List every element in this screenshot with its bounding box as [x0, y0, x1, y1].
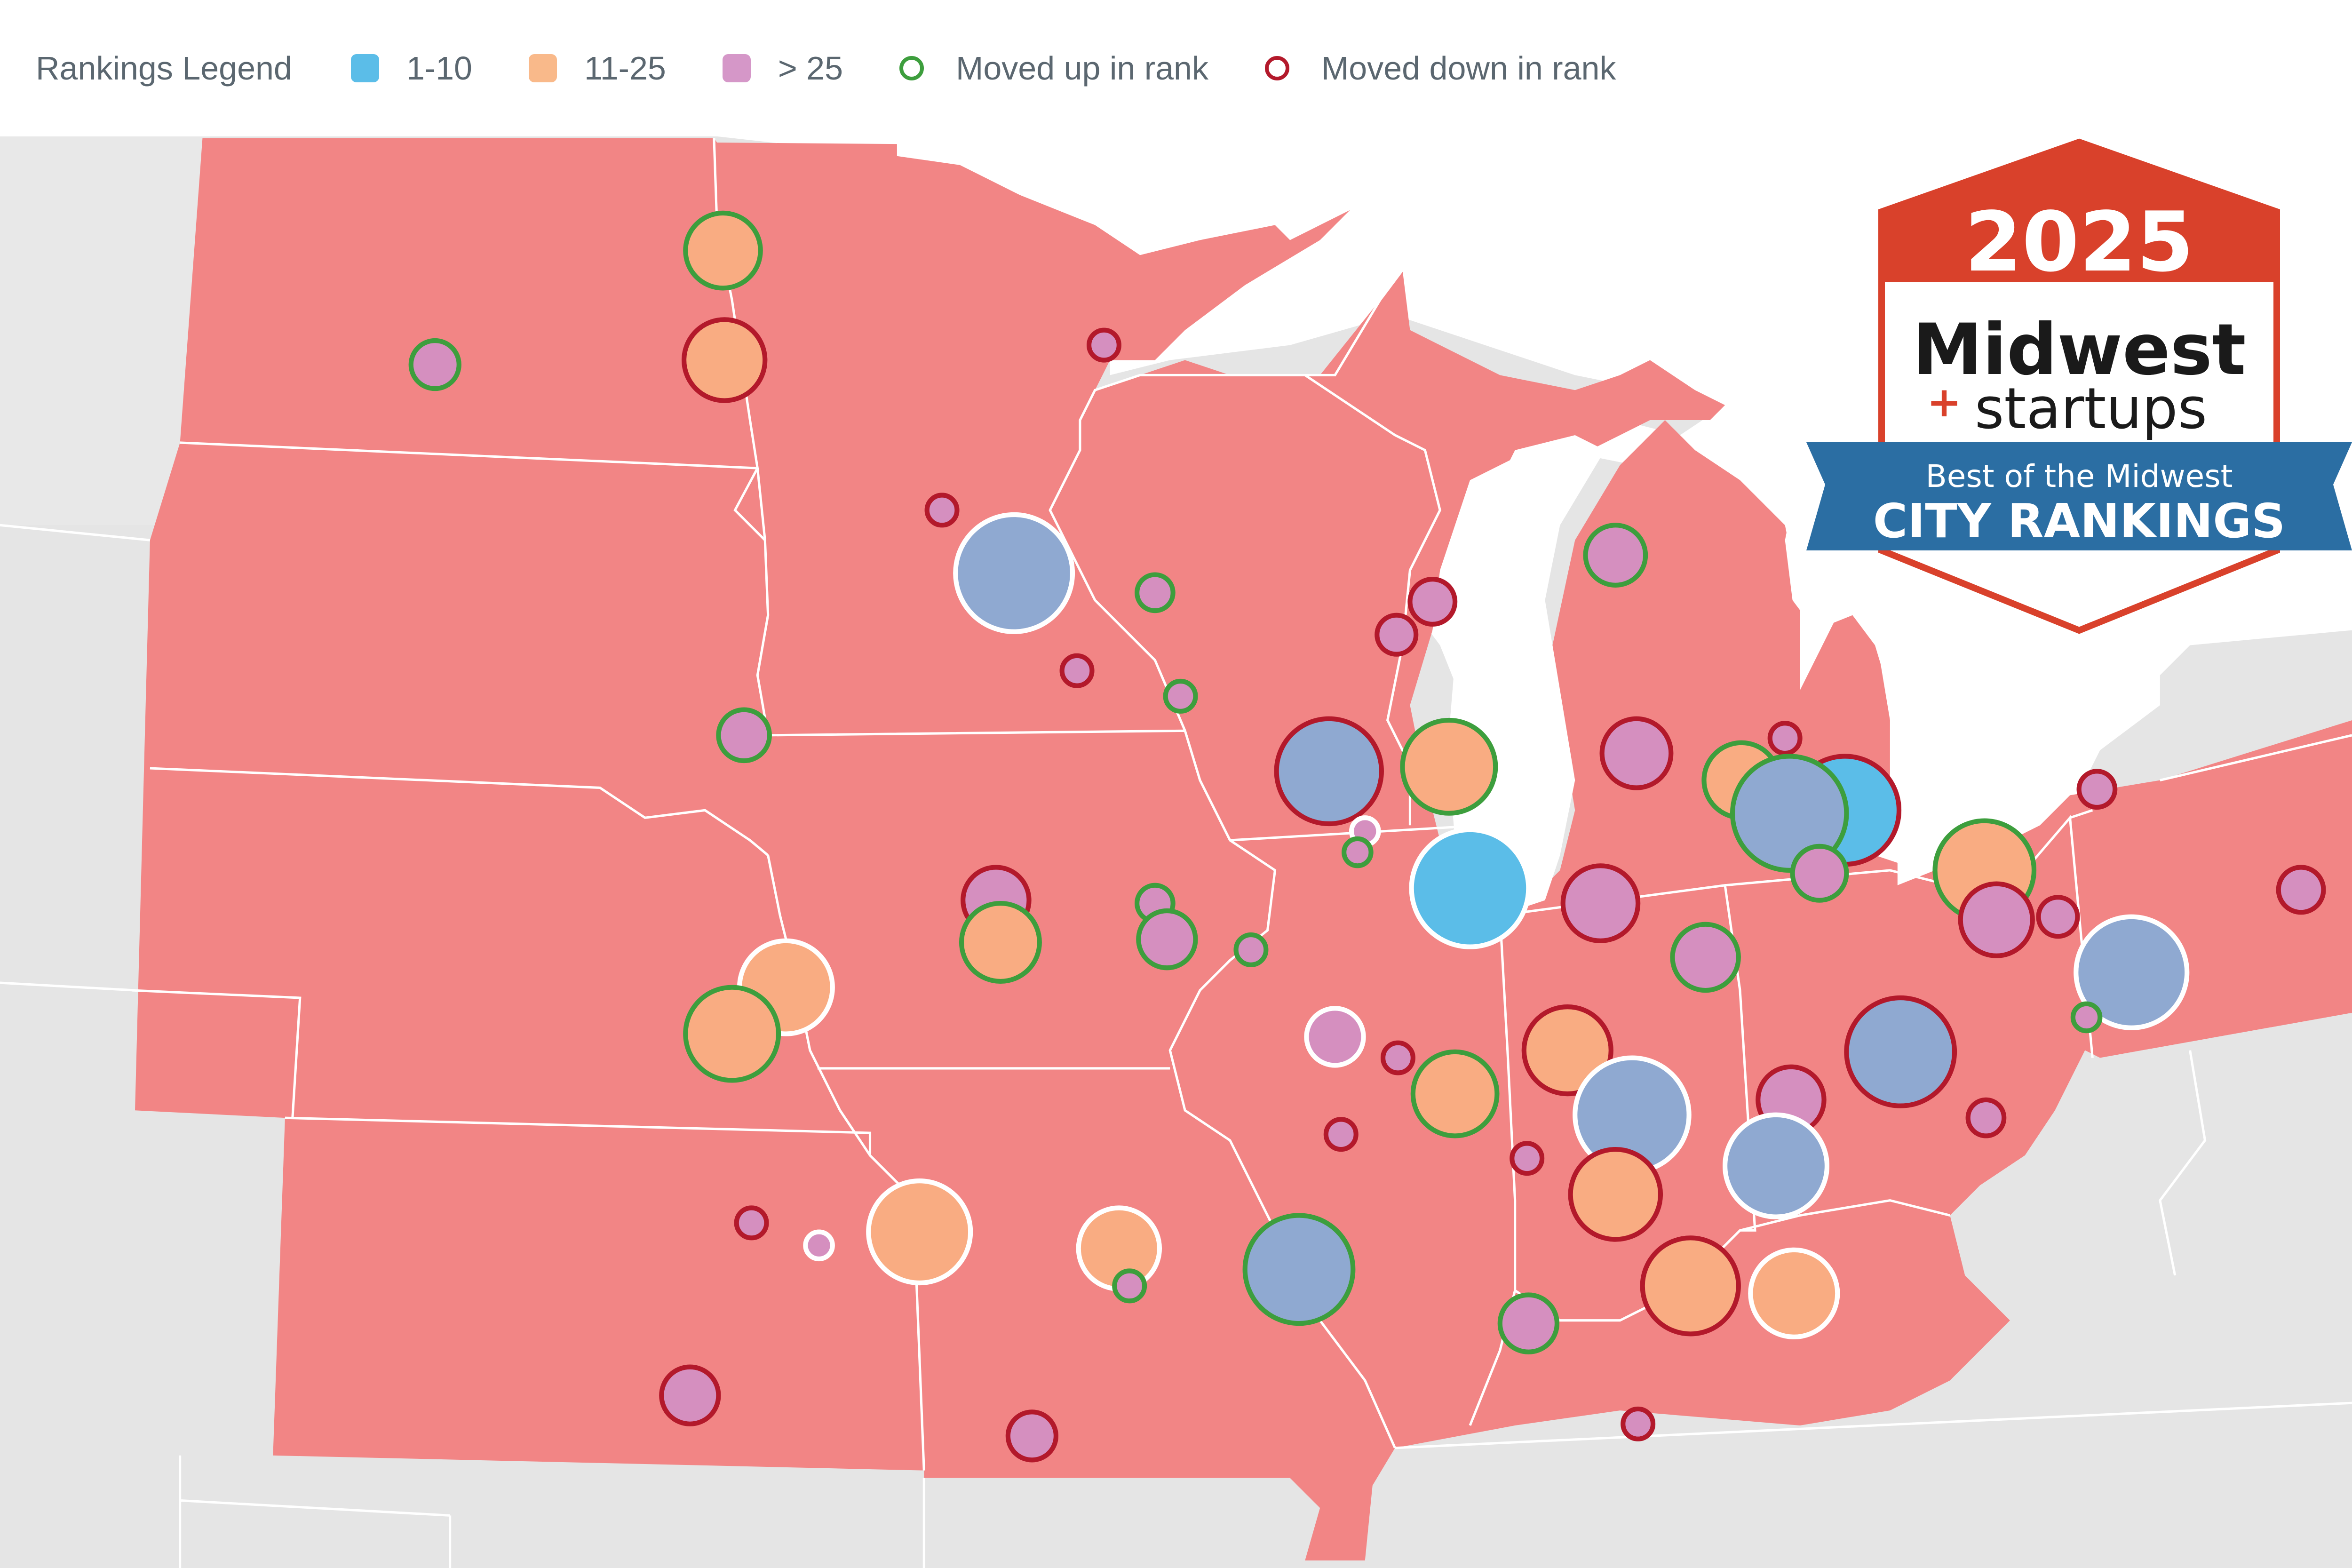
city-marker	[1323, 1117, 1359, 1152]
badge-ribbon	[1806, 442, 2352, 550]
badge-ribbon-line1: Best of the Midwest	[1925, 458, 2233, 494]
city-marker	[1136, 908, 1198, 971]
city-marker	[1086, 327, 1121, 363]
city-marker	[1621, 1406, 1656, 1441]
badge-header	[1882, 142, 2277, 282]
city-marker	[1304, 1006, 1366, 1068]
city-marker	[1670, 922, 1741, 993]
city-markers	[408, 210, 2326, 1463]
legend-label: > 25	[778, 50, 843, 87]
city-marker	[408, 338, 461, 391]
city-marker	[1510, 1141, 1545, 1176]
city-marker	[681, 317, 768, 403]
legend-label: Moved up in rank	[956, 50, 1208, 87]
badge-brand-plus: +	[1927, 378, 1962, 426]
city-marker	[1497, 1292, 1560, 1354]
legend-swatch-purple	[722, 54, 751, 82]
legend-swatch-blue	[350, 54, 379, 82]
city-marker	[1568, 1147, 1663, 1242]
city-marker	[803, 1229, 835, 1262]
city-marker	[924, 493, 960, 528]
legend-item-moved-down: Moved down in rank	[1264, 49, 1616, 87]
legend-ring-red	[1264, 56, 1289, 80]
city-marker	[1375, 613, 1419, 657]
city-marker	[1640, 1235, 1741, 1337]
city-marker	[683, 985, 781, 1083]
city-marker	[1560, 863, 1641, 943]
legend-label: 1-10	[406, 50, 472, 87]
badge-brand-line1: Midwest	[1912, 309, 2246, 391]
legend-item-1-10: 1-10	[350, 49, 472, 87]
city-marker	[1958, 881, 2035, 958]
rankings-legend: Rankings Legend 1-10 11-25 > 25 Moved up…	[0, 0, 2352, 136]
legend-item-over-25: > 25	[722, 49, 843, 87]
city-marker	[1722, 1112, 1830, 1219]
city-marker	[1233, 932, 1269, 967]
city-marker	[2070, 1001, 2103, 1034]
city-marker	[953, 512, 1075, 634]
lake-huron-erie	[1785, 450, 2190, 885]
city-marker	[1163, 678, 1198, 714]
legend-item-moved-up: Moved up in rank	[899, 49, 1208, 87]
city-marker	[716, 707, 772, 764]
legend-label: Moved down in rank	[1321, 50, 1616, 87]
city-marker	[1112, 1268, 1147, 1304]
city-marker	[2076, 769, 2118, 810]
city-marker	[1844, 995, 1957, 1108]
city-marker	[1965, 1097, 2007, 1138]
city-marker	[1059, 653, 1095, 688]
legend-title: Rankings Legend	[36, 50, 292, 87]
legend-item-11-25: 11-25	[528, 49, 666, 87]
legend-ring-green	[899, 56, 924, 80]
city-marker	[2276, 865, 2326, 915]
neighbor-borders	[0, 524, 2207, 1276]
city-marker	[866, 1178, 973, 1286]
city-marker	[1410, 1049, 1500, 1138]
neighbor-east	[2160, 630, 2352, 780]
city-marker	[959, 900, 1042, 984]
city-marker	[1409, 827, 1531, 949]
city-marker	[1767, 721, 1803, 756]
city-marker	[1342, 836, 1374, 868]
legend-label: 11-25	[584, 50, 666, 87]
city-marker	[1583, 523, 1648, 588]
city-marker	[734, 1205, 769, 1241]
badge-ribbon-line2: CITY RANKINGS	[1873, 493, 2286, 549]
badge-year: 2025	[1964, 195, 2193, 290]
badge-brand-line2: startups	[1975, 376, 2207, 442]
city-marker	[1134, 572, 1176, 613]
city-marker	[659, 1364, 721, 1426]
rankings-badge: 2025 Midwest + startups Best of the Midw…	[1806, 138, 2352, 634]
city-marker	[1005, 1409, 1058, 1463]
city-marker	[1400, 717, 1498, 816]
city-marker	[1274, 716, 1384, 827]
city-marker	[1407, 577, 1458, 627]
city-marker	[2074, 914, 2190, 1030]
city-marker	[1242, 1213, 1356, 1326]
city-marker	[1380, 1040, 1415, 1075]
city-marker	[1599, 716, 1674, 790]
city-marker	[2036, 895, 2080, 939]
city-marker	[1521, 1004, 1613, 1097]
city-marker	[1790, 844, 1849, 903]
neighbor-southeast	[1950, 1012, 2352, 1568]
city-marker	[1730, 754, 1849, 873]
legend-swatch-orange	[528, 54, 557, 82]
city-marker	[1748, 1247, 1840, 1339]
city-marker	[683, 210, 763, 291]
